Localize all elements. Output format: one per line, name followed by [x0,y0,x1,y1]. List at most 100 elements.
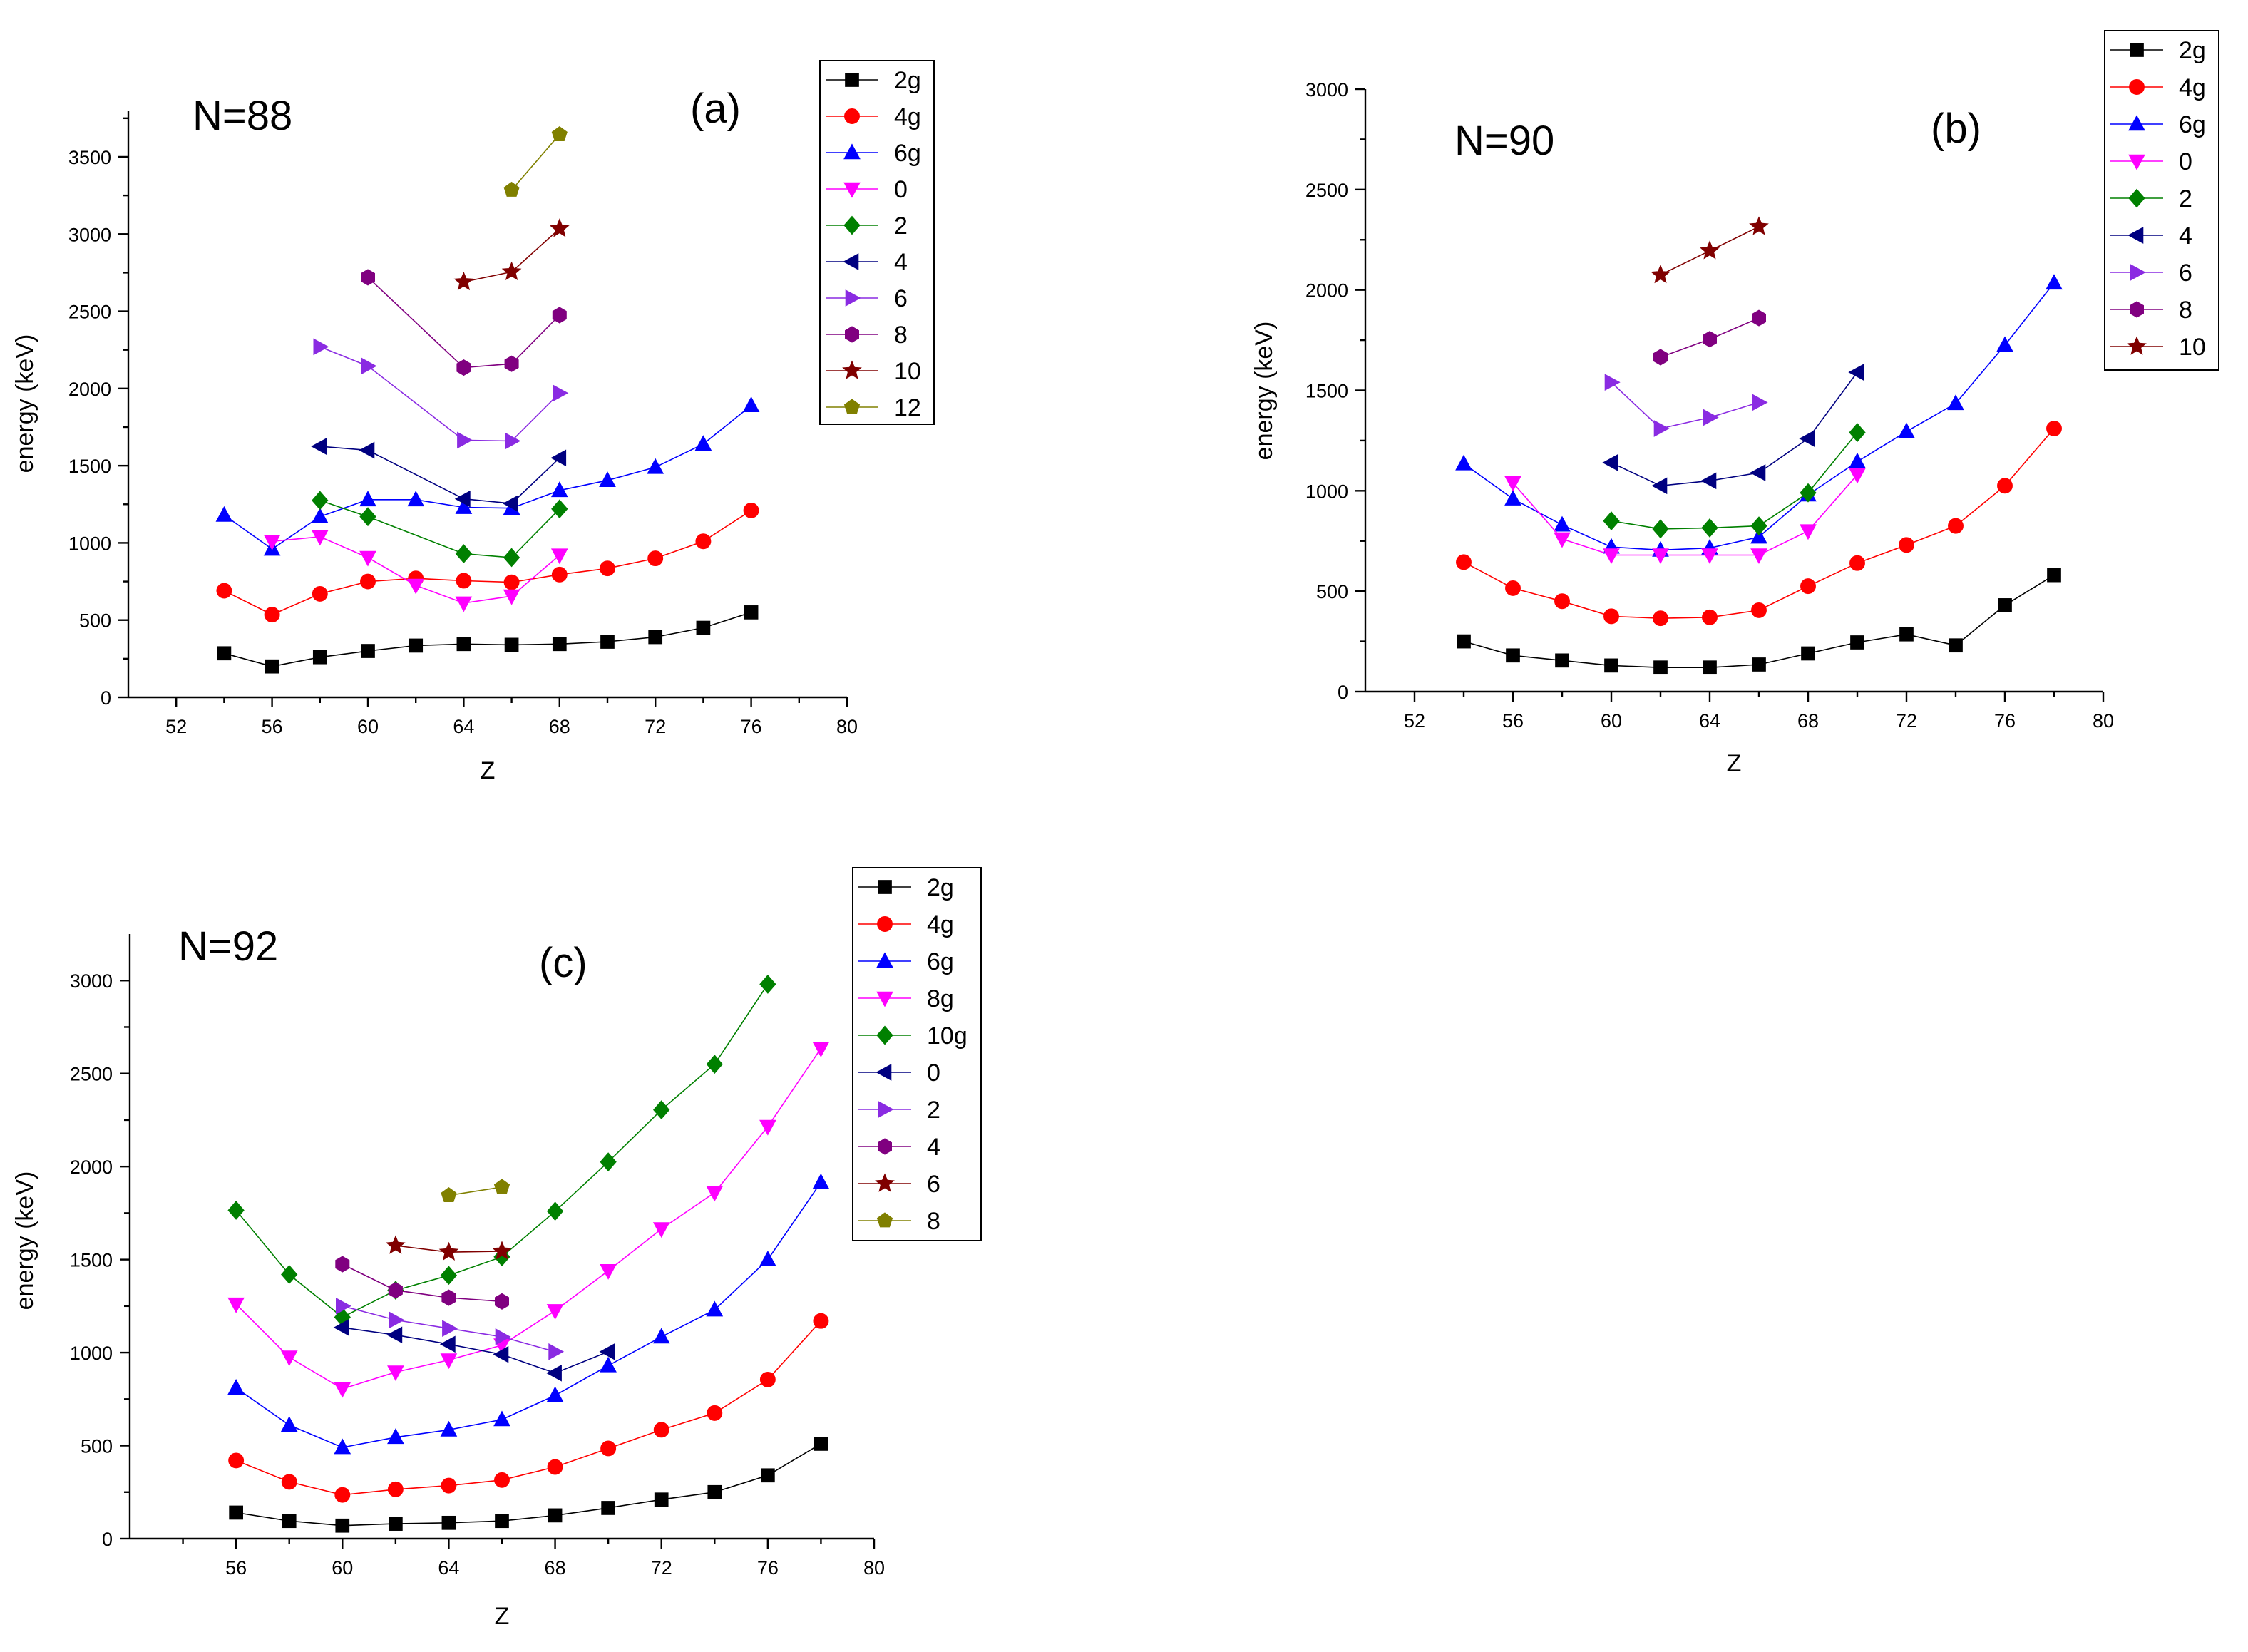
data-point [1603,548,1620,565]
data-point [1849,423,1866,443]
y-tick-label: 3500 [68,147,111,168]
legend-label: 10 [2179,334,2206,361]
n-annotation: N=92 [178,923,278,970]
data-point [1602,454,1618,471]
data-point [1752,657,1766,672]
legend-label: 4g [927,911,954,938]
data-point [504,355,519,372]
data-point [1604,658,1618,673]
data-point [1703,409,1719,426]
series-4 [1602,364,1864,495]
panel-b: 52 56 60 64 68 72 76 80050010001500200025003000… [1251,30,2219,777]
y-tick-label: 1500 [70,1250,113,1271]
data-point [1750,516,1767,536]
legend-label: 2g [894,67,921,94]
legend-label: 6g [894,140,921,167]
data-point [654,1492,669,1507]
data-point [407,578,425,595]
series-line [235,1443,821,1527]
data-point [1652,519,1669,539]
legend-label: 4 [2179,222,2192,250]
data-point [409,638,424,653]
x-tick-label: 68 [1797,710,1819,732]
data-point [648,630,663,645]
data-point [548,1343,565,1360]
x-tick-label: 76 [757,1557,779,1579]
data-point [1948,518,1964,534]
series-line [342,1263,503,1303]
legend-label: 8 [894,322,908,349]
data-point [439,1335,456,1353]
data-point [217,646,232,661]
data-point [742,396,760,412]
y-tick-label: 500 [81,1436,113,1457]
data-point [1554,593,1570,610]
data-point [1604,374,1621,391]
x-tick-label: 80 [836,716,858,737]
data-point [2046,274,2063,290]
series-4g [216,502,759,623]
data-point [312,491,329,511]
series-8 [361,269,567,376]
data-point [441,1289,456,1306]
x-tick-label: 72 [651,1557,672,1579]
legend-marker [2130,264,2146,281]
data-point [504,637,519,652]
series-6 [313,338,569,450]
data-point [503,589,520,605]
legend-label: 0 [2179,148,2192,175]
data-point [599,1343,615,1360]
y-tick-label: 2000 [1305,280,1348,302]
y-tick-label: 2500 [70,1064,113,1085]
series-2g [1457,568,2061,675]
data-point [599,471,616,487]
legend-marker [2127,336,2147,355]
data-point [495,1293,509,1310]
data-point [265,659,279,674]
data-point [503,495,518,513]
data-point [359,550,376,567]
legend-marker [843,253,859,270]
series-2g [229,1437,828,1533]
series-line [1611,432,1858,530]
x-axis-title: Z [1727,750,1742,777]
series-line [235,1181,822,1448]
x-axis-title: Z [495,1603,510,1630]
legend-label: 2 [894,212,908,240]
data-point [1947,394,1964,411]
data-point [1996,336,2013,352]
legend-label: 6 [927,1171,940,1198]
data-point [359,491,376,507]
data-point [501,261,522,281]
legend-marker [2130,43,2144,57]
data-point [653,1422,669,1438]
data-point [600,1440,617,1457]
x-tick-label: 56 [262,716,283,737]
data-point [1653,610,1668,627]
data-point [227,1201,245,1220]
data-point [440,1353,458,1370]
x-tick-label: 60 [1601,710,1622,732]
data-point [759,1119,776,1136]
panel-a: 52 56 60 64 68 72 76 80050010001500200025003000… [11,60,935,784]
legend-label: 4g [894,103,921,130]
data-point [335,1518,350,1533]
data-point [600,1264,617,1280]
data-point [494,1472,510,1488]
data-point [600,560,615,577]
data-point [694,435,712,451]
data-point [280,1416,298,1432]
data-point [1898,422,1915,438]
legend-marker [876,991,893,1007]
data-point [456,637,471,652]
data-point [552,307,567,324]
x-tick-label: 72 [645,716,666,737]
y-tick-label: 500 [79,610,111,632]
data-point [759,1251,776,1266]
data-point [812,1173,830,1189]
data-point [1652,548,1669,565]
data-point [2047,568,2061,583]
data-point [759,1371,776,1387]
x-tick-label: 72 [1896,710,1917,732]
series-6 [1604,374,1768,437]
